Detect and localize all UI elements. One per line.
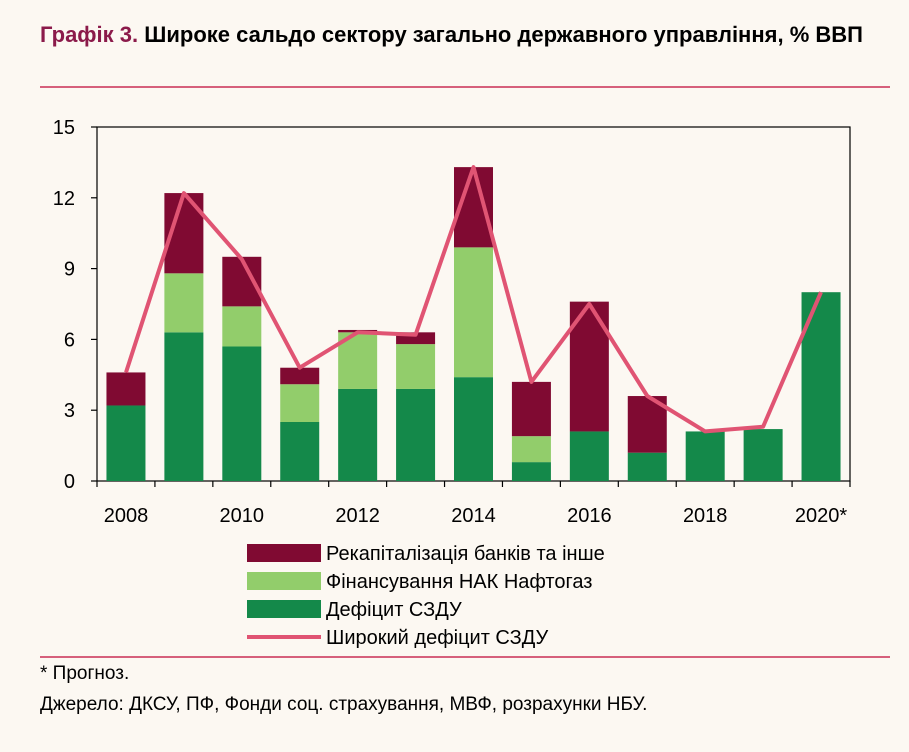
- x-tick-label: 2020*: [795, 505, 847, 527]
- bar-deficit: [106, 405, 146, 481]
- bar-recap: [280, 367, 320, 385]
- bar-naftogaz: [164, 273, 204, 333]
- bar-deficit: [164, 332, 204, 481]
- bar-recap: [511, 381, 551, 437]
- bar-deficit: [511, 462, 551, 481]
- source-note: Джерело: ДКСУ, ПФ, Фонди соц. страхуванн…: [40, 694, 648, 715]
- bar-deficit: [454, 377, 493, 481]
- chart: 0 3 6 9 12 15 2008 2010 2012 2014 2016 2018 2020* Рек…: [53, 117, 851, 649]
- legend-label-deficit: Дефіцит СЗДУ: [326, 599, 462, 621]
- bar-deficit: [627, 452, 667, 481]
- legend-swatch-deficit: [247, 600, 321, 618]
- y-tick-label: 9: [64, 259, 75, 281]
- legend-label-recap: Рекапіталізація банків та інше: [326, 543, 605, 565]
- bar-recap: [106, 372, 146, 406]
- y-tick-label: 15: [53, 117, 75, 139]
- chart-title-lead: Графік 3.: [40, 22, 139, 47]
- legend-swatch-recap: [247, 544, 321, 562]
- bar-naftogaz: [280, 384, 320, 422]
- footnote: * Прогноз.: [40, 663, 130, 684]
- legend-swatch-naftogaz: [247, 572, 321, 590]
- bar-recap: [396, 332, 436, 345]
- legend-label-line: Широкий дефіцит СЗДУ: [326, 627, 549, 649]
- x-tick-label: 2008: [104, 505, 149, 527]
- y-tick-label: 6: [64, 329, 75, 351]
- bar-naftogaz: [222, 306, 262, 347]
- bar-deficit: [743, 429, 783, 481]
- line-line: [124, 165, 823, 434]
- legend-label-naftogaz: Фінансування НАК Нафтогаз: [326, 571, 592, 593]
- x-tick-label: 2016: [567, 505, 612, 527]
- top-divider: [40, 86, 890, 88]
- bar-deficit: [396, 388, 436, 481]
- chart-title: Графік 3. Широке сальдо сектору загально…: [40, 20, 880, 50]
- x-tick-label: 2018: [683, 505, 728, 527]
- x-tick-label: 2012: [335, 505, 380, 527]
- bar-naftogaz: [396, 344, 436, 389]
- x-tick-label: 2014: [451, 505, 496, 527]
- y-tick-label: 0: [64, 471, 75, 493]
- x-tick-label: 2010: [220, 505, 265, 527]
- bar-deficit: [222, 346, 262, 481]
- bar-naftogaz: [454, 247, 493, 378]
- bar-deficit: [338, 388, 378, 481]
- bar-naftogaz: [511, 436, 551, 463]
- bar-deficit: [280, 422, 320, 481]
- bottom-divider: [40, 656, 890, 658]
- y-tick-label: 12: [53, 188, 75, 210]
- y-tick-label: 3: [64, 400, 75, 422]
- chart-title-text: Широке сальдо сектору загально державног…: [144, 22, 863, 47]
- bar-deficit: [685, 431, 725, 481]
- bar-deficit: [569, 431, 609, 481]
